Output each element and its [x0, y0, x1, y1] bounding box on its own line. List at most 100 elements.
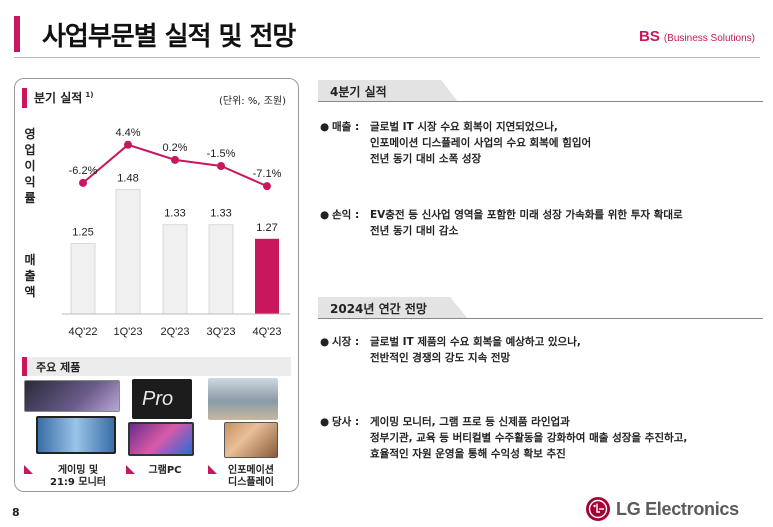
quarterly-label: 분기 실적	[34, 91, 83, 105]
tab-shape	[318, 80, 458, 102]
products-label: 주요 제품	[36, 361, 81, 374]
sales-value-label: 1.25	[72, 227, 93, 239]
category-label: 3Q'23	[206, 326, 235, 338]
bullet-line: 게이밍 모니터, 그램 프로 등 신제품 라인업과	[370, 416, 570, 428]
product-name-monitor: 게이밍 및 21:9 모니터	[38, 465, 118, 489]
bullet-key: 손익 :	[332, 209, 360, 221]
sales-value-label: 1.33	[210, 208, 231, 220]
bullet-line: 글로벌 IT 제품의 수요 회복을 예상하고 있으나,	[370, 336, 581, 348]
sales-bar	[115, 188, 141, 315]
product-name-signage: 인포메이션 디스플레이	[216, 465, 286, 489]
bullet-icon: ●	[320, 209, 330, 221]
product-marker-3	[208, 465, 217, 474]
q4-section-title: 4분기 실적	[330, 85, 387, 99]
bullet-text: 글로벌 IT 시장 수요 회복이 지연되었으나, 인포메이션 디스플레이 사업의…	[370, 119, 591, 167]
bullet-line: 효율적인 자원 운영을 통해 수익성 확보 추진	[370, 448, 566, 460]
category-label: 2Q'23	[160, 326, 189, 338]
margin-value-label: 4.4%	[115, 127, 140, 139]
bullet-icon: ●	[320, 416, 330, 428]
sales-value-label: 1.48	[117, 172, 138, 184]
margin-value-label: -7.1%	[253, 168, 282, 180]
quarterly-panel	[14, 78, 299, 492]
products-header: 주요 제품	[22, 357, 291, 376]
sales-value-label: 1.33	[164, 208, 185, 220]
page-title: 사업부문별 실적 및 전망	[42, 22, 296, 52]
title-divider	[14, 57, 760, 58]
bullet-text: 게이밍 모니터, 그램 프로 등 신제품 라인업과 정부기관, 교육 등 버티컬…	[370, 414, 687, 462]
bullet-key: 매출 :	[332, 121, 360, 133]
category-label: 4Q'22	[68, 326, 97, 338]
sales-axis-label-char: 출	[24, 269, 36, 283]
monitor-image-2	[36, 416, 116, 454]
category-label: 4Q'23	[252, 326, 281, 338]
bullet-line: 전년 동기 대비 감소	[370, 225, 459, 237]
sales-bar	[208, 224, 234, 315]
bullet-text: 글로벌 IT 제품의 수요 회복을 예상하고 있으나, 전반적인 경쟁의 강도 …	[370, 334, 581, 366]
tab-shape	[318, 297, 468, 319]
sales-bar	[162, 224, 188, 315]
q4-section-tab: 4분기 실적	[318, 80, 763, 102]
sales-axis-label-char: 액	[24, 285, 36, 299]
bullet-key: 시장 :	[332, 336, 360, 348]
sales-value-label: 1.27	[256, 222, 277, 234]
margin-point	[124, 140, 132, 149]
product-name-gram: 그램PC	[148, 465, 182, 476]
division-code: BS	[639, 28, 660, 45]
margin-axis-label-char: 익	[24, 175, 36, 189]
bullet-text: EV충전 등 신사업 영역을 포함한 미래 성장 가속화를 위한 투자 확대로 …	[370, 207, 683, 239]
product-marker-1	[24, 465, 33, 474]
bullet-line: 글로벌 IT 시장 수요 회복이 지연되었으나,	[370, 121, 558, 133]
margin-point	[79, 178, 87, 187]
lg-logo-text: LG Electronics	[616, 499, 739, 519]
outlook-section-title: 2024년 연간 전망	[330, 302, 427, 316]
pro-badge-icon: Pro	[142, 388, 174, 410]
margin-value-label: 0.2%	[162, 142, 187, 154]
products-accent-bar	[22, 357, 27, 376]
product-marker-2	[126, 465, 135, 474]
laptop-pro-image: Pro	[132, 379, 192, 419]
bullet-icon: ●	[320, 121, 330, 133]
bullet-line: 인포메이션 디스플레이 사업의 수요 회복에 힘입어	[370, 137, 592, 149]
margin-value-label: -1.5%	[207, 148, 236, 160]
bullet-line: 전년 동기 대비 소폭 성장	[370, 153, 482, 165]
division-tag: BS (Business Solutions)	[639, 28, 755, 46]
category-label: 1Q'23	[113, 326, 142, 338]
product-name-line: 인포메이션	[228, 465, 274, 476]
margin-axis-label-char: 영	[24, 127, 36, 141]
bullet-key: 당사 :	[332, 416, 360, 428]
quarterly-accent-bar	[22, 88, 27, 108]
margin-axis-label-char: 업	[24, 143, 36, 157]
signage-image	[224, 422, 278, 458]
margin-value-label: -6.2%	[69, 165, 98, 177]
margin-point	[263, 182, 271, 191]
product-name-line: 21:9 모니터	[50, 477, 106, 488]
monitor-image	[24, 380, 120, 412]
bullet-line: EV충전 등 신사업 영역을 포함한 미래 성장 가속화를 위한 투자 확대로	[370, 209, 683, 221]
page-number: 8	[12, 506, 20, 519]
product-name-line: 디스플레이	[228, 477, 274, 488]
sales-axis-label-char: 매	[24, 253, 36, 267]
margin-point	[171, 155, 179, 164]
laptop-image	[128, 422, 194, 456]
division-name: (Business Solutions)	[663, 33, 755, 44]
bullet-line: 정부기관, 교육 등 버티컬별 수주활동을 강화하여 매출 성장을 추진하고,	[370, 432, 688, 444]
margin-axis-label-char: 이	[24, 159, 36, 173]
quarterly-footnote: 1)	[85, 91, 94, 99]
lg-logo-icon	[586, 497, 610, 521]
margin-point	[217, 162, 225, 170]
unit-label: (단위: %, 조원)	[219, 96, 287, 107]
product-name-line: 게이밍 및	[57, 465, 99, 476]
signage-building-image	[208, 378, 278, 420]
tab-underline	[318, 101, 763, 102]
bullet-line: 전반적인 경쟁의 강도 지속 전망	[370, 352, 511, 364]
bullet-icon: ●	[320, 336, 330, 348]
outlook-section-tab: 2024년 연간 전망	[318, 297, 763, 319]
sales-bar	[255, 238, 279, 314]
sales-bar	[70, 243, 96, 315]
margin-axis-label-char: 률	[24, 191, 36, 205]
title-accent-bar	[14, 16, 20, 52]
tab-underline	[318, 318, 763, 319]
